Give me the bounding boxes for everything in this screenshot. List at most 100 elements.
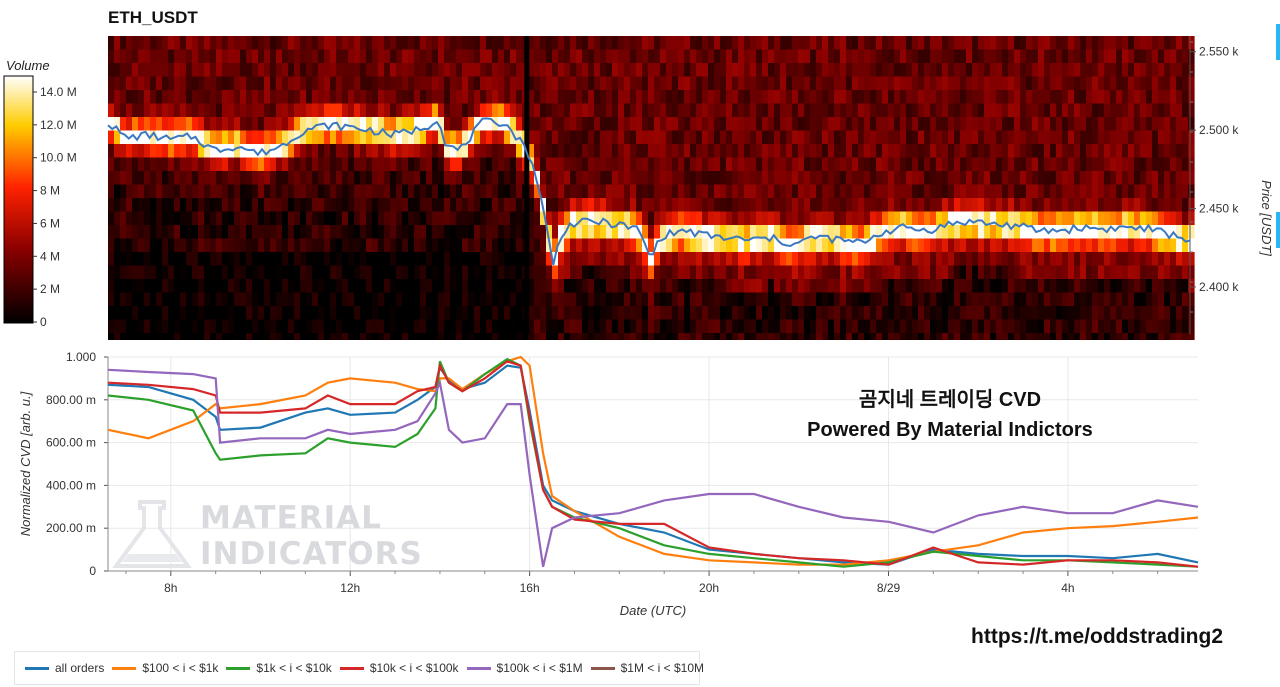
heatmap-cell bbox=[618, 279, 625, 294]
legend-item[interactable]: $1k < i < $10k bbox=[226, 661, 332, 675]
heatmap-cell bbox=[528, 49, 535, 64]
heatmap-cell bbox=[738, 252, 745, 267]
heatmap-cell bbox=[1182, 49, 1189, 64]
legend-item[interactable]: $10k < i < $100k bbox=[339, 661, 459, 675]
heatmap-cell bbox=[804, 198, 811, 213]
heatmap-cell bbox=[840, 292, 847, 307]
heatmap-cell bbox=[408, 76, 415, 91]
heatmap-cell bbox=[282, 117, 289, 132]
heatmap-cell bbox=[1086, 306, 1093, 321]
heatmap-cell bbox=[966, 103, 973, 118]
heatmap-cell bbox=[276, 144, 283, 159]
heatmap-cell bbox=[1002, 279, 1009, 294]
heatmap-cell bbox=[318, 36, 325, 51]
heatmap-cell bbox=[126, 198, 133, 213]
heatmap-cell bbox=[930, 265, 937, 280]
heatmap-cell bbox=[1074, 252, 1081, 267]
heatmap-cell bbox=[630, 238, 637, 253]
heatmap-cell bbox=[906, 90, 913, 105]
heatmap-cell bbox=[870, 76, 877, 91]
heatmap-cell bbox=[948, 63, 955, 78]
heatmap-cell bbox=[552, 238, 559, 253]
heatmap-cell bbox=[708, 211, 715, 226]
heatmap-cell bbox=[780, 130, 787, 145]
heatmap-cell bbox=[1116, 252, 1123, 267]
heatmap-cell bbox=[198, 171, 205, 186]
heatmap-cell bbox=[984, 319, 991, 334]
heatmap-cell bbox=[156, 36, 163, 51]
heatmap-cell bbox=[816, 36, 823, 51]
heatmap-cell bbox=[1038, 252, 1045, 267]
legend-item[interactable]: $100k < i < $1M bbox=[466, 661, 583, 675]
heatmap-cell bbox=[876, 171, 883, 186]
heatmap-cell bbox=[258, 238, 265, 253]
heatmap-cell bbox=[156, 279, 163, 294]
heatmap-cell bbox=[750, 117, 757, 132]
heatmap-cell bbox=[1074, 198, 1081, 213]
heatmap-cell bbox=[864, 171, 871, 186]
heatmap-cell bbox=[768, 171, 775, 186]
heatmap-cell bbox=[534, 36, 541, 51]
heatmap-cell bbox=[930, 184, 937, 199]
heatmap-cell bbox=[1044, 333, 1051, 340]
heatmap-cell bbox=[1104, 265, 1111, 280]
heatmap-cell bbox=[990, 171, 997, 186]
heatmap-cell bbox=[276, 306, 283, 321]
heatmap-cell bbox=[1050, 76, 1057, 91]
heatmap-cell bbox=[1164, 333, 1171, 340]
heatmap-cell bbox=[648, 103, 655, 118]
heatmap-cell bbox=[1038, 157, 1045, 172]
heatmap-cell bbox=[1020, 306, 1027, 321]
heatmap-cell bbox=[858, 279, 865, 294]
heatmap-cell bbox=[1170, 63, 1177, 78]
heatmap-cell bbox=[1050, 238, 1057, 253]
heatmap-cell bbox=[984, 292, 991, 307]
heatmap-cell bbox=[906, 117, 913, 132]
legend-item[interactable]: all orders bbox=[25, 661, 104, 675]
heatmap-cell bbox=[726, 90, 733, 105]
telegram-link[interactable]: https://t.me/oddstrading2 bbox=[971, 625, 1223, 648]
heatmap-cell bbox=[294, 171, 301, 186]
heatmap-cell bbox=[324, 103, 331, 118]
heatmap-cell bbox=[438, 103, 445, 118]
heatmap-cell bbox=[1122, 211, 1129, 226]
heatmap-cell bbox=[510, 265, 517, 280]
heatmap-cell bbox=[120, 292, 127, 307]
heatmap-cell bbox=[300, 225, 307, 240]
heatmap-cell bbox=[348, 90, 355, 105]
heatmap-cell bbox=[390, 36, 397, 51]
heatmap-cell bbox=[1002, 265, 1009, 280]
heatmap-cell bbox=[474, 292, 481, 307]
heatmap-cell bbox=[696, 144, 703, 159]
heatmap-cell bbox=[414, 184, 421, 199]
heatmap-cell bbox=[552, 117, 559, 132]
heatmap-cell bbox=[528, 279, 535, 294]
heatmap-cell bbox=[1110, 184, 1117, 199]
heatmap-cell bbox=[732, 198, 739, 213]
heatmap-cell bbox=[1134, 319, 1141, 334]
heatmap-cell bbox=[480, 117, 487, 132]
heatmap-cell bbox=[192, 198, 199, 213]
heatmap-cell bbox=[1014, 90, 1021, 105]
heatmap-cell bbox=[1074, 157, 1081, 172]
heatmap-cell bbox=[450, 157, 457, 172]
heatmap-cell bbox=[234, 333, 241, 340]
heatmap-cell bbox=[816, 279, 823, 294]
legend-item[interactable]: $1M < i < $10M bbox=[590, 661, 704, 675]
heatmap-cell bbox=[1044, 117, 1051, 132]
heatmap-cell bbox=[576, 319, 583, 334]
heatmap-cell bbox=[348, 130, 355, 145]
heatmap-cell bbox=[1152, 238, 1159, 253]
heatmap-cell bbox=[810, 225, 817, 240]
heatmap-cell bbox=[906, 238, 913, 253]
heatmap-cell bbox=[864, 211, 871, 226]
heatmap-cell bbox=[138, 144, 145, 159]
heatmap-cell bbox=[600, 49, 607, 64]
legend-item[interactable]: $100 < i < $1k bbox=[112, 661, 218, 675]
heatmap-cell bbox=[666, 103, 673, 118]
heatmap-cell bbox=[1080, 144, 1087, 159]
heatmap-cell bbox=[570, 292, 577, 307]
heatmap-cell bbox=[390, 63, 397, 78]
heatmap-cell bbox=[948, 49, 955, 64]
